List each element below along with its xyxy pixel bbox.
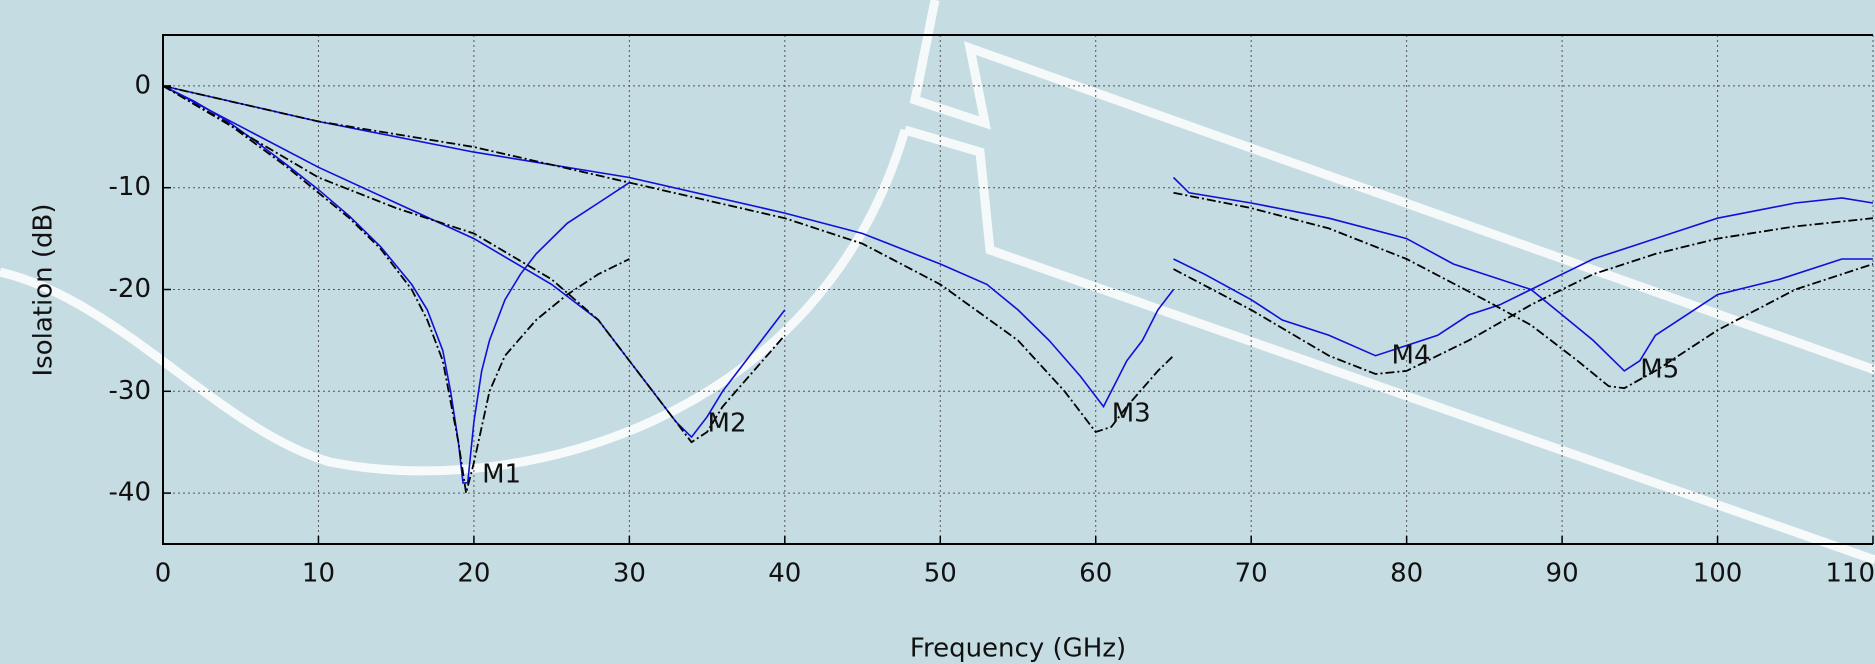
x-tick-label: 10 <box>302 559 335 589</box>
y-tick-label: -30 <box>109 376 151 406</box>
logo-line <box>909 0 1875 375</box>
series-line <box>162 85 1175 434</box>
plot-frame <box>162 34 1873 545</box>
background-logo <box>0 0 1875 565</box>
y-tick-label: 0 <box>134 70 151 100</box>
annotation: M1 <box>482 460 521 490</box>
series-line <box>162 85 630 494</box>
series-line <box>1172 176 1873 372</box>
y-axis-label: Isolation (dB) <box>29 204 59 377</box>
series-line <box>1173 191 1874 390</box>
annotation: M2 <box>708 409 747 439</box>
y-tick-label: -20 <box>109 274 151 304</box>
x-tick-label: 100 <box>1693 559 1743 589</box>
y-tick-label: -10 <box>109 172 151 202</box>
x-tick-label: 50 <box>924 559 957 589</box>
x-tick-label: 60 <box>1079 559 1112 589</box>
y-tick-label: -40 <box>109 478 151 508</box>
x-tick-label: 20 <box>457 559 490 589</box>
series-line <box>162 85 786 444</box>
annotation: M3 <box>1112 399 1151 429</box>
series-line <box>1173 197 1874 357</box>
annotation: M4 <box>1392 340 1431 370</box>
series-line <box>162 85 1175 409</box>
series-line <box>1173 217 1874 375</box>
x-tick-label: 0 <box>155 559 172 589</box>
logo-curve <box>0 128 910 476</box>
x-axis-label: Frequency (GHz) <box>910 634 1126 664</box>
x-tick-label: 110 <box>1825 559 1875 589</box>
x-tick-label: 30 <box>613 559 646 589</box>
x-tick-label: 40 <box>768 559 801 589</box>
x-tick-label: 70 <box>1235 559 1268 589</box>
logo-line <box>903 125 1875 565</box>
x-tick-label: 90 <box>1546 559 1579 589</box>
annotation: M5 <box>1640 355 1679 385</box>
series-line <box>162 85 630 484</box>
x-tick-label: 80 <box>1390 559 1423 589</box>
